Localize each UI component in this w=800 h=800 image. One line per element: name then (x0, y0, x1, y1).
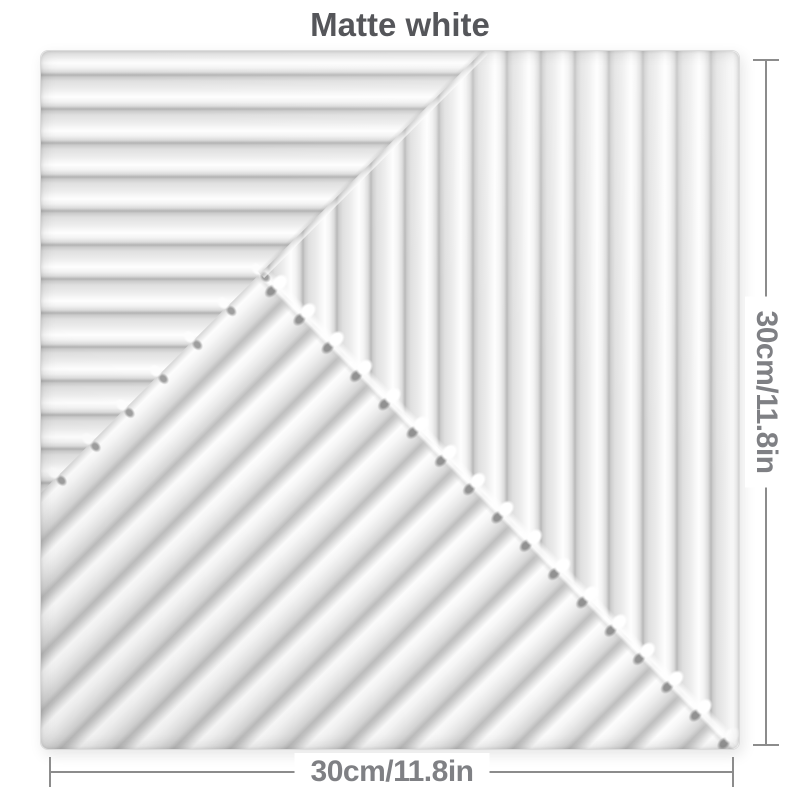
panel-edge-shadow (41, 51, 739, 749)
height-dimension-label: 30cm/11.8in (745, 296, 787, 488)
panel-photo (40, 50, 740, 750)
dimension-tick (49, 757, 51, 787)
dimension-tick (732, 757, 734, 787)
page-title: Matte white (310, 6, 490, 43)
dimension-tick (753, 744, 779, 746)
panel-lighting (41, 51, 739, 749)
dimension-tick (753, 59, 779, 61)
width-dimension-label: 30cm/11.8in (294, 753, 490, 791)
